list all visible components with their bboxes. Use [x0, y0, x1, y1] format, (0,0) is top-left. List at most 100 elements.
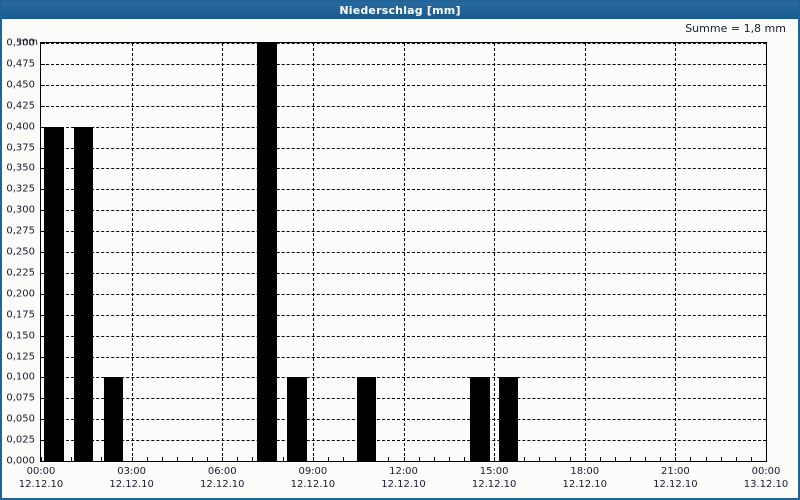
y-axis-tick-label: 0,325 — [6, 183, 35, 195]
vertical-gridline — [222, 43, 224, 461]
x-axis-tick — [569, 457, 571, 461]
vertical-gridline — [675, 43, 677, 461]
bar — [287, 377, 307, 461]
y-axis-tick-label: 0,025 — [6, 434, 35, 446]
y-axis-labels: 0,000 0,025 0,050 0,075 0,100 0,125 0,150 0,175… — [2, 38, 40, 467]
x-axis-tick-label: 00:00 13.12.10 — [744, 465, 789, 491]
y-axis-tick — [41, 398, 45, 400]
x-axis-tick — [252, 457, 254, 461]
x-axis-tick — [675, 457, 677, 461]
y-axis-tick-label: 0,050 — [6, 413, 35, 425]
y-axis-tick — [41, 105, 45, 107]
x-tick-time: 03:00 — [117, 466, 147, 477]
x-axis-tick — [705, 457, 707, 461]
x-axis-tick — [327, 457, 329, 461]
x-axis-tick — [584, 457, 586, 461]
x-axis-tick — [388, 457, 390, 461]
vertical-gridline — [312, 43, 314, 461]
y-axis-tick — [41, 461, 45, 462]
x-axis-tick — [418, 457, 420, 461]
vertical-gridline — [494, 43, 496, 461]
x-tick-time: 18:00 — [570, 466, 600, 477]
y-axis-tick — [41, 43, 45, 44]
y-axis-tick — [41, 126, 45, 128]
x-axis-tick — [599, 457, 601, 461]
y-axis-tick — [41, 231, 45, 233]
y-axis-tick-label: 0,300 — [6, 204, 35, 216]
x-axis-tick — [131, 457, 133, 461]
plot-area — [40, 42, 767, 462]
y-axis-tick-label: 0,225 — [6, 267, 35, 279]
x-tick-date: 12.12.10 — [199, 479, 245, 490]
x-axis-tick — [448, 457, 450, 461]
x-axis-tick — [433, 457, 435, 461]
y-axis-tick — [41, 440, 45, 442]
bar — [356, 377, 377, 461]
x-axis-tick — [343, 457, 345, 461]
x-axis-tick — [539, 457, 541, 461]
y-axis-tick — [41, 210, 45, 212]
x-axis-tick-label: 12:00 12.12.10 — [381, 465, 426, 491]
x-axis-tick-label: 15:00 12.12.10 — [472, 465, 517, 491]
x-axis-tick — [403, 457, 405, 461]
y-axis-tick-label: 0,250 — [6, 246, 35, 258]
y-axis-tick-label: 0,175 — [6, 309, 35, 321]
x-axis-tick — [614, 457, 616, 461]
x-axis-tick — [192, 457, 194, 461]
y-axis-tick-label: 0,400 — [6, 121, 35, 133]
x-tick-time: 00:00 — [751, 466, 781, 477]
y-axis-tick — [41, 293, 45, 295]
y-axis-tick-label: 0,475 — [6, 58, 35, 70]
y-axis-tick — [41, 252, 45, 253]
bar — [103, 377, 124, 461]
x-axis-tick-label: 21:00 12.12.10 — [653, 465, 698, 491]
bar — [469, 377, 490, 461]
x-axis-tick — [690, 457, 692, 461]
x-tick-time: 06:00 — [207, 466, 237, 477]
y-axis-tick — [41, 377, 45, 379]
x-axis-tick-label: 09:00 12.12.10 — [291, 465, 336, 491]
x-axis-tick — [237, 457, 239, 461]
x-axis-tick — [660, 457, 662, 461]
y-axis-tick — [41, 189, 45, 191]
x-axis-tick — [207, 457, 209, 461]
x-axis-tick — [630, 457, 632, 461]
x-tick-time: 12:00 — [389, 466, 418, 477]
plot-inner — [41, 43, 767, 462]
y-axis-tick — [41, 335, 45, 337]
x-tick-date: 12.12.10 — [471, 479, 517, 490]
bar — [498, 377, 519, 461]
x-tick-time: 21:00 — [660, 466, 690, 477]
window-title-bar: Niederschlag [mm] — [2, 2, 798, 19]
y-axis-tick — [41, 419, 45, 421]
x-axis-tick — [312, 457, 314, 461]
y-axis-tick — [41, 147, 45, 149]
x-axis-tick — [494, 457, 496, 461]
x-tick-date: 12.12.10 — [18, 479, 64, 490]
x-axis-tick-label: 06:00 12.12.10 — [200, 465, 245, 491]
y-axis-tick-label: 0,100 — [6, 371, 35, 383]
y-axis-tick-label: 0,350 — [6, 162, 35, 174]
x-axis-tick — [645, 457, 647, 461]
y-axis-tick-label: 0,000 — [6, 455, 35, 467]
y-axis-tick-label: 0,425 — [6, 100, 35, 112]
x-axis-tick — [161, 457, 163, 461]
y-axis-tick — [41, 356, 45, 358]
vertical-gridline — [131, 43, 133, 461]
y-axis-tick — [41, 84, 45, 86]
x-tick-date: 12.12.10 — [562, 479, 608, 490]
bar — [73, 126, 94, 461]
y-axis-tick-label: 0,150 — [6, 330, 35, 342]
x-tick-date: 12.12.10 — [381, 479, 426, 490]
x-tick-date: 12.12.10 — [290, 479, 336, 490]
x-axis-tick — [282, 457, 284, 461]
x-tick-date: 12.12.10 — [653, 479, 698, 490]
y-axis-tick — [41, 272, 45, 274]
x-axis-tick — [101, 457, 103, 461]
sum-annotation: Summe = 1,8 mm — [685, 22, 786, 35]
y-axis-tick-label: 0,500 — [6, 37, 35, 49]
x-axis-labels: 00:00 12.12.10 03:00 12.12.10 06:00 12.12.10 0… — [19, 465, 789, 497]
y-axis-tick-label: 0,075 — [6, 392, 35, 404]
x-axis-tick — [766, 457, 767, 461]
